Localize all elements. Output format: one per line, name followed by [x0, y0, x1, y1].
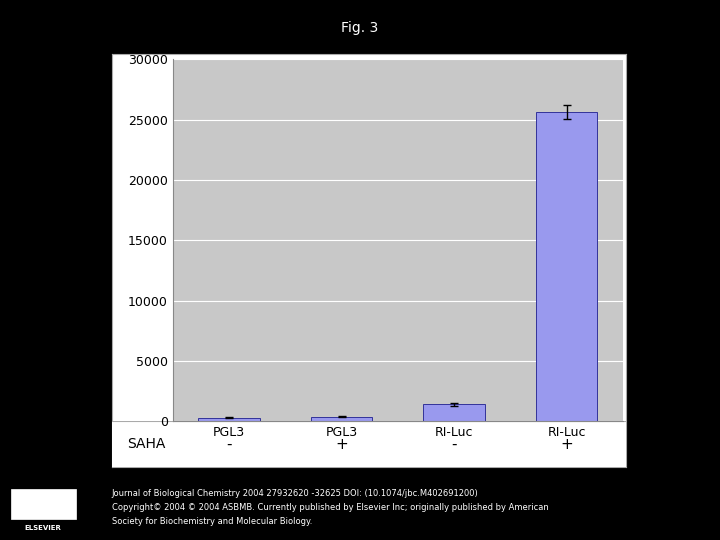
Bar: [198, 417, 260, 421]
Text: SAHA: SAHA: [127, 437, 166, 451]
Text: Journal of Biological Chemistry 2004 27932620 -32625 DOI: (10.1074/jbc.M40269120: Journal of Biological Chemistry 2004 279…: [112, 489, 478, 498]
Text: Copyright© 2004 © 2004 ASBMB. Currently published by Elsevier Inc; originally pu: Copyright© 2004 © 2004 ASBMB. Currently …: [112, 503, 549, 512]
Bar: [310, 417, 372, 421]
Text: ELSEVIER: ELSEVIER: [24, 525, 62, 531]
Text: Society for Biochemistry and Molecular Biology.: Society for Biochemistry and Molecular B…: [112, 517, 312, 526]
Bar: [11, 489, 76, 519]
Text: -: -: [226, 437, 232, 451]
Text: +: +: [560, 437, 573, 451]
Text: +: +: [336, 437, 348, 451]
Bar: [536, 112, 598, 421]
Bar: [423, 404, 485, 421]
Text: -: -: [451, 437, 456, 451]
Text: Fig. 3: Fig. 3: [341, 21, 379, 35]
